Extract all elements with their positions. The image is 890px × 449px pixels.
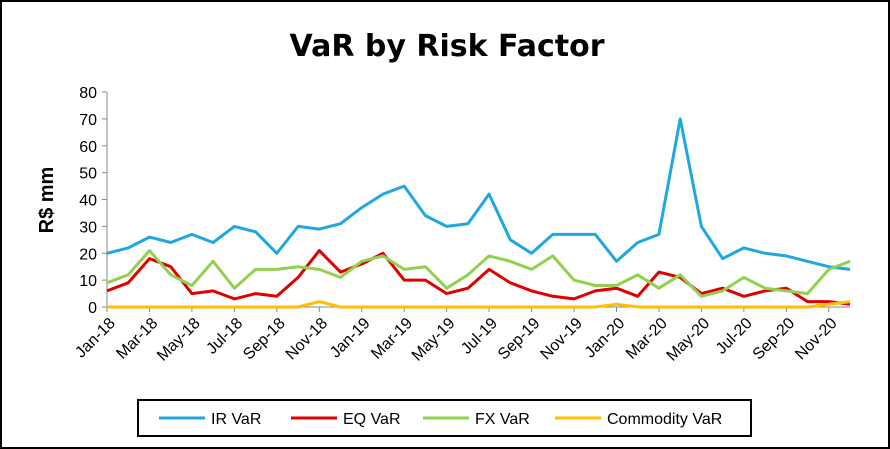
series-lines	[106, 117, 851, 309]
legend-label-fx-var: FX VaR	[475, 411, 530, 428]
legend-label-commodity-var: Commodity VaR	[607, 411, 722, 428]
legend: IR VaR EQ VaR FX VaR Commodity VaR	[137, 399, 752, 437]
y-ticks: 0 10 20 30 40 50 60 70 80	[79, 85, 107, 317]
x-tick-label: Sep-19	[495, 315, 544, 364]
axes	[106, 92, 850, 308]
y-tick-label: 50	[79, 166, 97, 183]
x-tick-label: Mar-20	[623, 315, 671, 363]
x-tick-label: May-19	[409, 315, 459, 365]
legend-label-ir-var: IR VaR	[211, 411, 261, 428]
x-tick-label: Sep-20	[750, 315, 799, 364]
x-tick-label: Sep-18	[240, 315, 289, 364]
chart-title: VaR by Risk Factor	[290, 29, 605, 64]
y-tick-label: 0	[88, 300, 97, 317]
series-line-fx-var	[106, 249, 851, 298]
x-tick-label: Jan-19	[327, 315, 374, 362]
legend-label-eq-var: EQ VaR	[343, 411, 401, 428]
x-tick-label: Nov-20	[792, 315, 841, 364]
series-line-ir-var	[106, 117, 851, 271]
y-tick-label: 40	[79, 193, 97, 210]
x-tick-label: Nov-19	[537, 315, 586, 364]
y-tick-label: 10	[79, 273, 97, 290]
y-tick-label: 80	[79, 85, 97, 102]
x-tick-label: May-18	[154, 315, 204, 365]
x-tick-label: Jan-20	[582, 315, 629, 362]
series-line-commodity-var	[107, 300, 851, 309]
x-tick-label: May-20	[664, 315, 714, 365]
x-tick-label: Nov-18	[283, 315, 332, 364]
series-line-eq-var	[106, 249, 851, 306]
y-axis-label: R$ mm	[36, 167, 58, 234]
y-tick-label: 70	[79, 112, 97, 129]
x-tick-label: Mar-19	[368, 315, 416, 363]
x-tick-label: Jan-18	[72, 315, 119, 362]
x-tick-label: Mar-18	[113, 315, 161, 363]
y-tick-label: 20	[79, 246, 97, 263]
y-tick-label: 30	[79, 219, 97, 236]
y-tick-label: 60	[79, 139, 97, 156]
